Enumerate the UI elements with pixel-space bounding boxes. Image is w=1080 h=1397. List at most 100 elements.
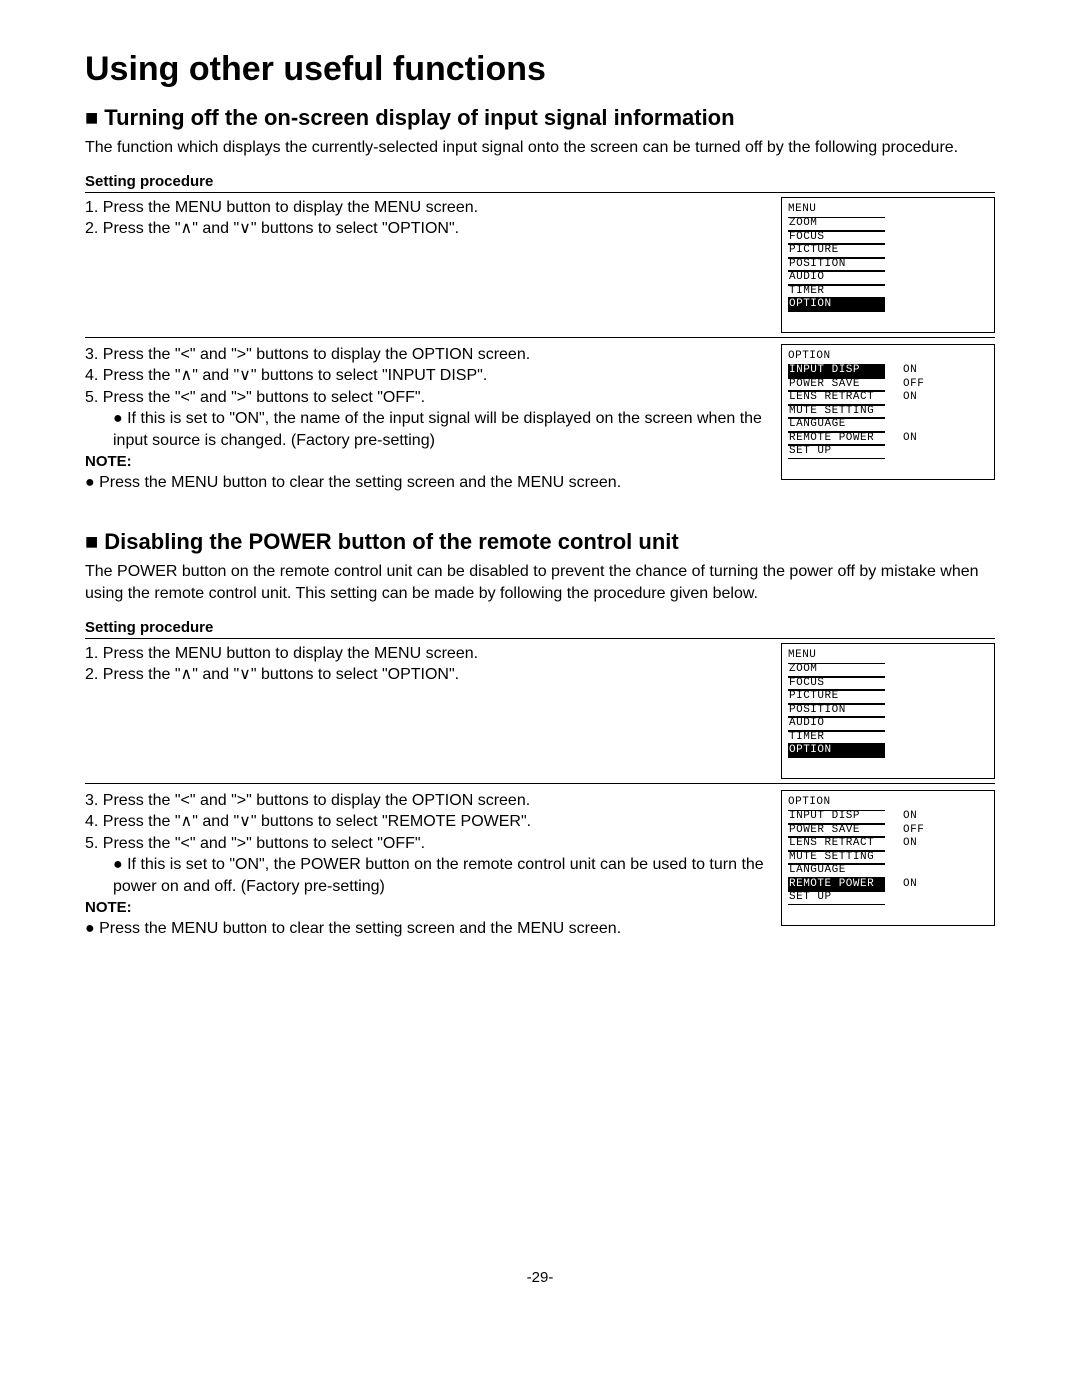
note-label: NOTE: [85, 898, 771, 918]
osd-item: OPTION [788, 298, 885, 312]
section1-steps-b: 3. Press the "<" and ">" buttons to disp… [85, 344, 781, 494]
osd-value: ON [903, 879, 917, 891]
note-text: ● Press the MENU button to clear the set… [85, 472, 771, 494]
note-text: ● Press the MENU button to clear the set… [85, 918, 771, 940]
osd-row: LANGUAGE [788, 864, 988, 878]
osd-row: PICTURE [788, 244, 988, 258]
osd-row: REMOTE POWERON [788, 432, 988, 446]
section1-proc-label: Setting procedure [85, 173, 995, 193]
step-text: 4. Press the "∧" and "∨" buttons to sele… [85, 811, 771, 833]
step-bullet: ● If this is set to "ON", the POWER butt… [113, 854, 771, 897]
osd-row: AUDIO [788, 271, 988, 285]
section2-proc-label: Setting procedure [85, 619, 995, 639]
osd-row: OPTION [788, 298, 988, 312]
section2-heading-text: Disabling the POWER button of the remote… [104, 529, 678, 554]
osd-row: ZOOM [788, 217, 988, 231]
osd-item: LENS RETRACT [788, 391, 885, 405]
step-text: 1. Press the MENU button to display the … [85, 197, 771, 219]
osd-row: MUTE SETTING [788, 405, 988, 419]
osd-row: PICTURE [788, 690, 988, 704]
osd-item: MUTE SETTING [788, 405, 885, 419]
step-text: 2. Press the "∧" and "∨" buttons to sele… [85, 664, 771, 686]
osd-row: SET UP [788, 891, 988, 905]
option-osd-1: OPTIONINPUT DISPONPOWER SAVEOFFLENS RETR… [781, 344, 995, 480]
step-text: 3. Press the "<" and ">" buttons to disp… [85, 790, 771, 812]
osd-row: LENS RETRACT ON [788, 391, 988, 405]
osd-item: LANGUAGE [788, 864, 885, 878]
osd-item: INPUT DISP [788, 364, 885, 378]
osd-row: LANGUAGE [788, 418, 988, 432]
osd-title: MENU [788, 204, 988, 216]
section2-steps-b: 3. Press the "<" and ">" buttons to disp… [85, 790, 781, 940]
osd-value: OFF [903, 825, 924, 837]
osd-row: POSITION [788, 704, 988, 718]
square-bullet-icon: ■ [85, 529, 98, 554]
osd-item: POWER SAVE [788, 378, 885, 392]
section1-intro: The function which displays the currentl… [85, 137, 995, 159]
osd-item: LENS RETRACT [788, 837, 885, 851]
menu-osd-1: MENUZOOMFOCUSPICTUREPOSITIONAUDIOTIMEROP… [781, 197, 995, 333]
osd-title: OPTION [788, 351, 988, 363]
step-text: 3. Press the "<" and ">" buttons to disp… [85, 344, 771, 366]
osd-item: AUDIO [788, 717, 885, 731]
osd-row: SET UP [788, 445, 988, 459]
section1-steps-a: 1. Press the MENU button to display the … [85, 197, 781, 240]
page-title: Using other useful functions [85, 50, 995, 89]
osd-row: REMOTE POWER ON [788, 878, 988, 892]
osd-row: TIMER [788, 731, 988, 745]
osd-value: ON [903, 811, 917, 823]
step-text: 4. Press the "∧" and "∨" buttons to sele… [85, 365, 771, 387]
osd-item: SET UP [788, 891, 885, 905]
osd-item: REMOTE POWER [788, 878, 885, 892]
option-osd-2: OPTIONINPUT DISPONPOWER SAVEOFFLENS RETR… [781, 790, 995, 926]
section1-block-b: 3. Press the "<" and ">" buttons to disp… [85, 337, 995, 494]
osd-value: ON [903, 365, 917, 377]
step-bullet: ● If this is set to "ON", the name of th… [113, 408, 771, 451]
osd-item: MUTE SETTING [788, 851, 885, 865]
osd-title: OPTION [788, 797, 988, 809]
osd-item: TIMER [788, 731, 885, 745]
osd-item: LANGUAGE [788, 418, 885, 432]
osd-row: POWER SAVEOFF [788, 824, 988, 838]
step-text: 5. Press the "<" and ">" buttons to sele… [85, 387, 771, 409]
square-bullet-icon: ■ [85, 105, 98, 130]
osd-title: MENU [788, 650, 988, 662]
section2-heading: ■Disabling the POWER button of the remot… [85, 529, 995, 555]
section2-steps-a: 1. Press the MENU button to display the … [85, 643, 781, 686]
note-label: NOTE: [85, 452, 771, 472]
section1-block-a: 1. Press the MENU button to display the … [85, 197, 995, 333]
osd-row: POSITION [788, 258, 988, 272]
osd-value: ON [903, 838, 917, 850]
osd-value: ON [903, 433, 917, 445]
section2-block-b: 3. Press the "<" and ">" buttons to disp… [85, 783, 995, 940]
step-text: 1. Press the MENU button to display the … [85, 643, 771, 665]
osd-row: INPUT DISP ON [788, 810, 988, 824]
osd-row: FOCUS [788, 677, 988, 691]
osd-row: TIMER [788, 285, 988, 299]
osd-item: POSITION [788, 704, 885, 718]
osd-item: PICTURE [788, 690, 885, 704]
osd-item: INPUT DISP [788, 810, 885, 824]
step-text: 2. Press the "∧" and "∨" buttons to sele… [85, 218, 771, 240]
osd-row: ZOOM [788, 663, 988, 677]
osd-row: MUTE SETTING [788, 851, 988, 865]
osd-item: ZOOM [788, 217, 885, 231]
section2-intro: The POWER button on the remote control u… [85, 561, 995, 604]
osd-item: OPTION [788, 744, 885, 758]
osd-item: POSITION [788, 258, 885, 272]
step-text: 5. Press the "<" and ">" buttons to sele… [85, 833, 771, 855]
menu-osd-2: MENUZOOMFOCUSPICTUREPOSITIONAUDIOTIMEROP… [781, 643, 995, 779]
osd-row: POWER SAVE OFF [788, 378, 988, 392]
section2-block-a: 1. Press the MENU button to display the … [85, 643, 995, 779]
osd-item: PICTURE [788, 244, 885, 258]
section1-heading: ■Turning off the on-screen display of in… [85, 105, 995, 131]
osd-item: AUDIO [788, 271, 885, 285]
osd-item: TIMER [788, 285, 885, 299]
osd-value: ON [903, 392, 917, 404]
osd-row: OPTION [788, 744, 988, 758]
osd-item: ZOOM [788, 663, 885, 677]
osd-value: OFF [903, 379, 924, 391]
page-number: -29- [85, 1269, 995, 1286]
section1-heading-text: Turning off the on-screen display of inp… [104, 105, 734, 130]
osd-item: FOCUS [788, 231, 885, 245]
